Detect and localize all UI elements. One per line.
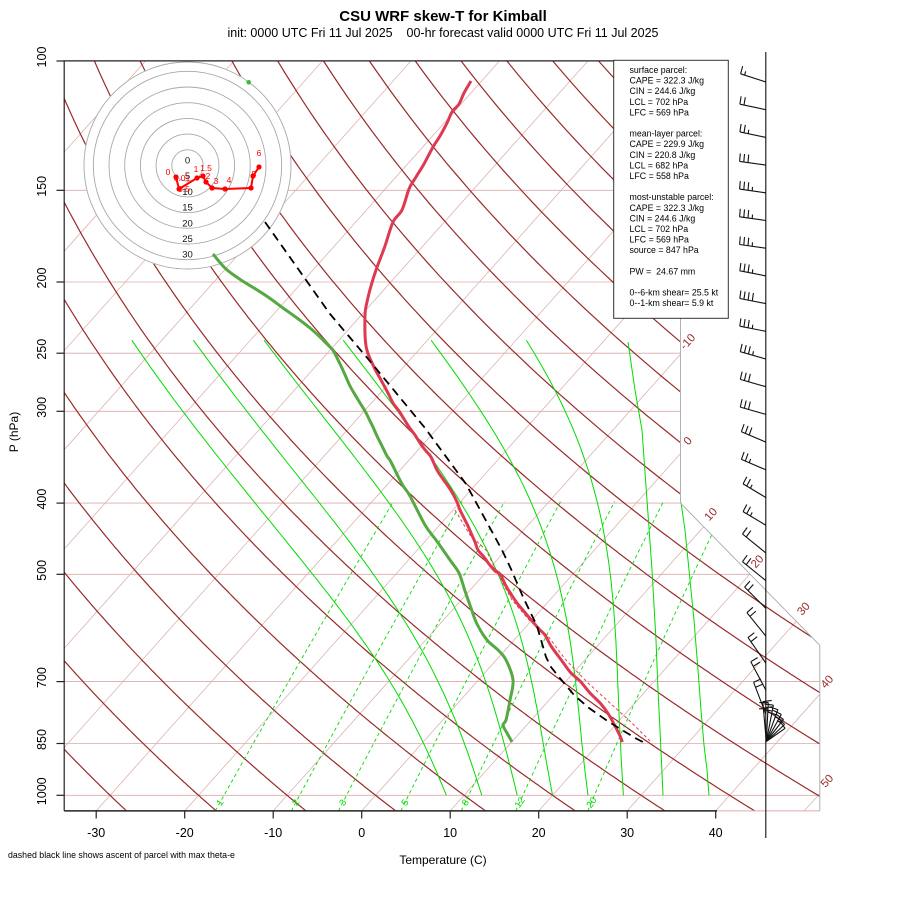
svg-text:40: 40 (709, 826, 723, 840)
svg-text:Temperature (C): Temperature (C) (399, 853, 486, 867)
svg-text:LFC = 569 hPa: LFC = 569 hPa (630, 107, 690, 117)
svg-text:15: 15 (182, 203, 193, 214)
svg-text:200: 200 (35, 268, 49, 289)
svg-text:20: 20 (584, 795, 599, 810)
svg-text:10: 10 (443, 826, 457, 840)
svg-text:CAPE = 322.3 J/kg: CAPE = 322.3 J/kg (630, 203, 705, 213)
svg-text:25: 25 (182, 234, 193, 245)
svg-text:1: 1 (214, 798, 226, 809)
svg-text:CSU WRF skew-T for Kimball: CSU WRF skew-T for Kimball (339, 8, 547, 25)
svg-text:3: 3 (214, 176, 219, 186)
svg-text:1.5: 1.5 (200, 163, 212, 173)
svg-text:5: 5 (400, 798, 412, 809)
svg-text:12: 12 (513, 795, 528, 810)
svg-text:CIN = 244.6 J/kg: CIN = 244.6 J/kg (630, 86, 696, 96)
svg-text:P (hPa): P (hPa) (7, 412, 21, 452)
svg-text:6: 6 (257, 148, 262, 158)
svg-text:-10: -10 (264, 826, 282, 840)
svg-text:-20: -20 (176, 826, 194, 840)
svg-text:5: 5 (185, 171, 190, 182)
svg-text:700: 700 (35, 667, 49, 688)
svg-text:5: 5 (252, 169, 257, 179)
svg-text:LCL = 702 hPa: LCL = 702 hPa (630, 224, 689, 234)
svg-text:mean-layer parcel:: mean-layer parcel: (630, 129, 703, 139)
svg-text:0--6-km shear= 25.5 kt: 0--6-km shear= 25.5 kt (630, 288, 719, 298)
svg-text:400: 400 (35, 489, 49, 510)
svg-text:2: 2 (290, 798, 302, 809)
svg-text:PW = 24.67 mm: PW = 24.67 mm (630, 266, 696, 276)
svg-text:0.5: 0.5 (178, 184, 190, 194)
svg-text:1: 1 (194, 164, 199, 174)
svg-text:8: 8 (460, 798, 472, 809)
svg-text:250: 250 (35, 339, 49, 360)
svg-text:most-unstable parcel:: most-unstable parcel: (630, 192, 714, 202)
svg-text:dashed black line shows ascent: dashed black line shows ascent of parcel… (8, 850, 235, 860)
svg-text:CAPE = 322.3 J/kg: CAPE = 322.3 J/kg (630, 76, 705, 86)
svg-text:0: 0 (166, 167, 171, 177)
svg-text:LFC = 569 hPa: LFC = 569 hPa (630, 235, 690, 245)
svg-text:surface parcel:: surface parcel: (630, 65, 688, 75)
svg-text:500: 500 (35, 560, 49, 581)
svg-text:10: 10 (182, 187, 193, 198)
svg-text:source = 847 hPa: source = 847 hPa (630, 245, 699, 255)
svg-text:CAPE = 229.9 J/kg: CAPE = 229.9 J/kg (630, 139, 705, 149)
svg-text:150: 150 (35, 176, 49, 197)
svg-text:20: 20 (532, 826, 546, 840)
svg-text:2: 2 (206, 171, 211, 181)
svg-text:0: 0 (185, 156, 190, 167)
svg-text:0--1-km shear= 5.9 kt: 0--1-km shear= 5.9 kt (630, 298, 714, 308)
svg-text:CIN = 244.6 J/kg: CIN = 244.6 J/kg (630, 213, 696, 223)
svg-text:-30: -30 (87, 826, 105, 840)
svg-text:init: 0000 UTC Fri 11 Jul 2025: init: 0000 UTC Fri 11 Jul 2025 00-hr for… (228, 26, 659, 40)
svg-text:100: 100 (35, 47, 49, 68)
svg-text:300: 300 (35, 397, 49, 418)
svg-text:LCL = 702 hPa: LCL = 702 hPa (630, 97, 689, 107)
svg-text:1000: 1000 (35, 777, 49, 805)
svg-text:4: 4 (227, 175, 232, 185)
svg-text:30: 30 (620, 826, 634, 840)
svg-text:30: 30 (182, 250, 193, 261)
svg-text:LCL = 682 hPa: LCL = 682 hPa (630, 160, 689, 170)
svg-text:0: 0 (358, 826, 365, 840)
svg-text:LFC = 558 hPa: LFC = 558 hPa (630, 171, 690, 181)
svg-text:CIN = 220.8 J/kg: CIN = 220.8 J/kg (630, 150, 696, 160)
svg-text:20: 20 (182, 218, 193, 229)
svg-text:850: 850 (35, 729, 49, 750)
svg-text:0.01: 0.01 (174, 173, 191, 183)
svg-text:3: 3 (337, 798, 349, 809)
